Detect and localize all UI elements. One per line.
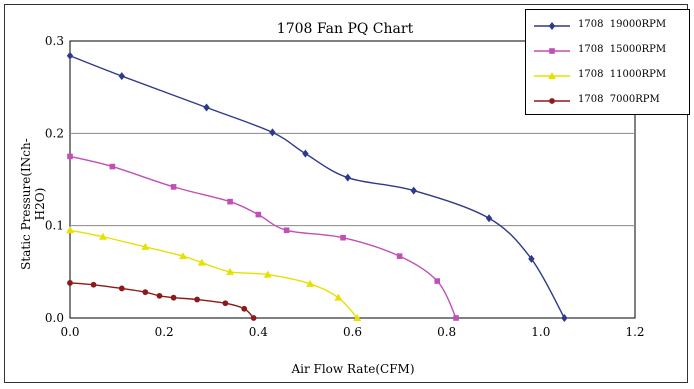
legend-item-15000rpm: 1708 15000RPM [532,44,687,58]
data-point [109,163,116,170]
data-point [263,270,272,278]
y-tick-label: 0.2 [45,126,64,140]
data-point [306,279,315,287]
data-point [67,280,73,286]
x-tick-label: 1.0 [531,325,550,339]
legend-item-19000rpm: 1708 19000RPM [532,19,687,33]
legend-swatch-11000rpm [534,72,570,79]
legend-label: 1708 7000RPM [578,94,660,105]
data-point [344,173,351,182]
data-point [227,198,233,205]
data-point [118,285,125,292]
series-line [69,155,457,319]
x-tick-label: 1.2 [625,325,644,339]
series-line [69,55,565,319]
data-point [170,294,177,301]
data-point [528,254,535,263]
data-point [203,103,210,112]
data-point [67,153,73,160]
x-tick-label: 0.0 [60,325,79,339]
data-point [453,315,459,321]
data-point [179,252,187,260]
legend-swatch-7000rpm [534,98,570,104]
legend-swatch-15000rpm [534,48,570,54]
data-point [353,314,362,321]
chart-title: 1708 Fan PQ Chart [276,21,414,37]
data-point [255,211,262,218]
series-line [69,282,255,319]
chart-frame: 0.0 0.1 0.2 0.3 0.0 0.2 0.4 0.6 0.8 1.0 1.2 1708 F… [4,4,690,383]
data-point [226,267,235,275]
data-point [396,253,403,259]
data-point [241,305,248,312]
data-point [66,51,74,60]
y-tick-label: 0.1 [45,219,64,233]
data-point [250,315,257,321]
data-point [485,214,493,223]
data-point [561,314,568,322]
legend-item-11000rpm: 1708 11000RPM [532,69,687,83]
data-point [410,186,417,195]
legend-marker [548,72,556,79]
legend-marker [549,48,555,54]
series-line [69,229,358,319]
y-tick-label: 0.3 [45,34,64,48]
legend-marker [549,98,555,104]
data-point [283,227,290,234]
data-point [142,289,149,296]
data-point [269,128,276,137]
x-tick-label: 0.6 [343,325,362,339]
legend: 1708 19000RPM 1708 15000RPM 1708 11000RP… [525,9,690,115]
data-point [98,232,107,240]
x-tick-label: 0.8 [437,325,456,339]
y-axis-label: Static Pressure(INch-H2O) [19,138,47,270]
x-tick-label: 0.2 [155,325,174,339]
data-point [66,226,74,234]
data-point [156,292,163,299]
data-point [90,281,97,288]
y-tick-label: 0.0 [45,311,64,325]
legend-label: 1708 19000RPM [578,19,667,30]
data-point [170,184,177,190]
legend-label: 1708 11000RPM [578,69,667,80]
data-point [434,278,441,284]
legend-item-7000rpm: 1708 7000RPM [532,94,687,108]
data-point [118,72,125,81]
x-tick-label: 0.4 [249,325,268,339]
data-point [197,258,206,266]
legend-swatch-19000rpm [534,22,570,30]
data-point [334,293,343,301]
data-point [141,242,150,250]
x-axis-label: Air Flow Rate(CFM) [291,362,415,376]
data-point [340,234,346,241]
data-point [222,300,229,307]
legend-marker [548,22,556,30]
data-point [302,149,309,158]
data-point [194,296,201,303]
legend-label: 1708 15000RPM [578,44,667,55]
